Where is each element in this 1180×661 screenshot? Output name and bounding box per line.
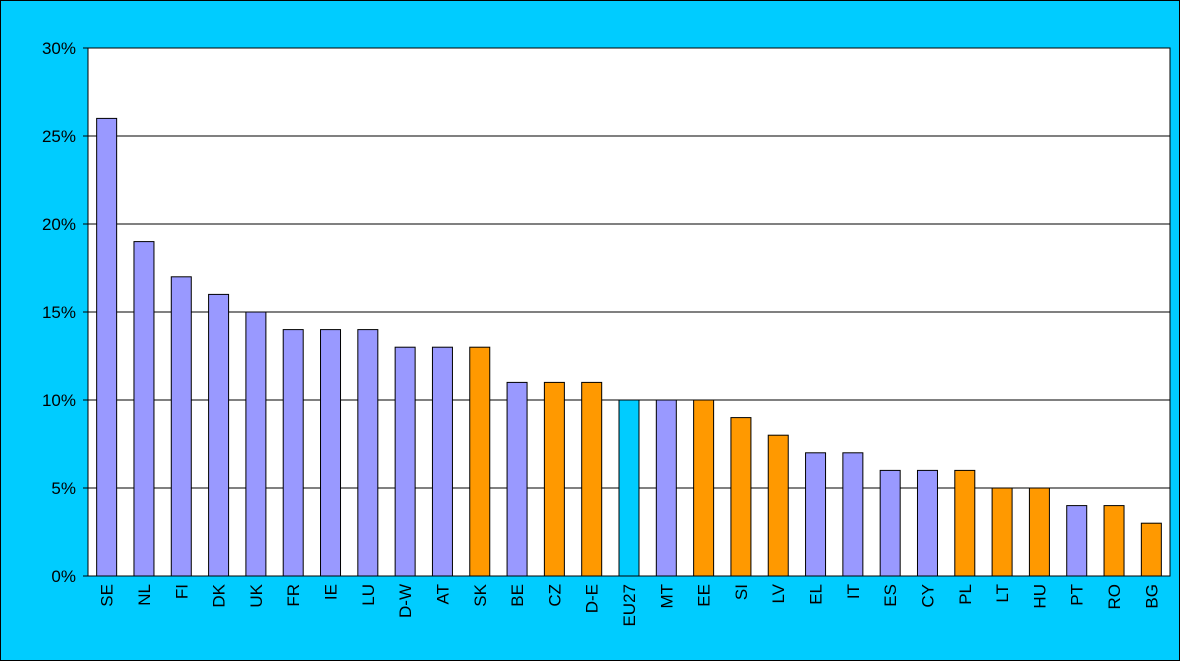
bar (805, 452, 827, 577)
bar (730, 417, 752, 577)
y-tick-label: 15% (42, 303, 76, 322)
bar (1103, 505, 1125, 577)
y-tick-label: 30% (42, 39, 76, 58)
bar (693, 399, 715, 577)
bar (431, 346, 453, 577)
bar (133, 241, 155, 577)
x-tick-label: ES (881, 584, 900, 607)
bar (469, 346, 491, 577)
x-tick-label: EU27 (620, 584, 639, 627)
x-tick-label: DK (210, 583, 229, 607)
bar (245, 311, 267, 577)
x-tick-label: IT (844, 584, 863, 599)
x-tick-label: LV (769, 583, 788, 603)
x-tick-label: UK (247, 583, 266, 607)
x-tick-label: BG (1142, 584, 1161, 609)
bar (506, 381, 528, 577)
x-tick-label: SE (98, 584, 117, 607)
y-tick-label: 25% (42, 127, 76, 146)
x-tick-label: LU (359, 584, 378, 606)
bar (1028, 487, 1050, 577)
bar (655, 399, 677, 577)
x-tick-label: EL (807, 584, 826, 605)
bar (618, 399, 640, 577)
bar (1140, 522, 1162, 577)
x-tick-label: FR (284, 584, 303, 607)
x-tick-label: PL (956, 584, 975, 605)
x-tick-label: NL (135, 584, 154, 606)
plot-border (87, 47, 1171, 577)
x-tick-label: BE (508, 584, 527, 607)
x-tick-label: FI (172, 584, 191, 599)
x-tick-label: D-E (583, 584, 602, 613)
bar (282, 329, 304, 577)
y-tick-label: 5% (51, 479, 76, 498)
bar (1066, 505, 1088, 577)
bar (581, 381, 603, 577)
x-tick-label: IE (322, 584, 341, 600)
x-tick-label: LT (993, 584, 1012, 603)
bar (394, 346, 416, 577)
bar (357, 329, 379, 577)
y-tick-label: 10% (42, 391, 76, 410)
bar (767, 434, 789, 577)
bar (208, 293, 230, 577)
bar (916, 469, 938, 577)
bar (991, 487, 1013, 577)
x-tick-label: D-W (396, 584, 415, 618)
x-tick-label: PT (1068, 584, 1087, 606)
y-tick-label: 20% (42, 215, 76, 234)
x-tick-label: SK (471, 583, 490, 606)
x-tick-label: HU (1030, 584, 1049, 609)
bar (96, 117, 118, 577)
bar (543, 381, 565, 577)
bar (320, 329, 342, 577)
x-tick-label: RO (1105, 584, 1124, 610)
x-tick-label: CZ (545, 584, 564, 607)
x-tick-label: SI (732, 584, 751, 600)
bar (170, 276, 192, 577)
x-tick-label: EE (695, 584, 714, 607)
bar (954, 469, 976, 577)
x-tick-label: CY (918, 584, 937, 608)
bar (842, 452, 864, 577)
x-tick-label: MT (657, 584, 676, 609)
x-tick-label: AT (433, 584, 452, 604)
y-tick-label: 0% (51, 567, 76, 586)
bar (879, 469, 901, 577)
